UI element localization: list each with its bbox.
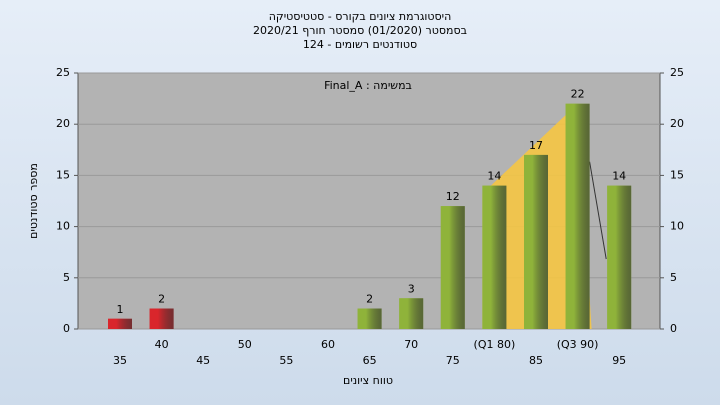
bar-shade xyxy=(399,298,424,329)
y2-tick-label: 25 xyxy=(670,66,684,79)
y-axis-label: מספר סטודנטים xyxy=(27,163,40,239)
y2-tick-label: 20 xyxy=(670,117,684,130)
x-tick-label: 85 xyxy=(529,354,543,367)
x-tick-label: 55 xyxy=(279,354,293,367)
whisker xyxy=(589,161,607,260)
value-label: 14 xyxy=(487,170,501,183)
x-tick-label: 60 xyxy=(321,338,335,351)
y2-tick-label: 5 xyxy=(670,271,677,284)
value-label: 2 xyxy=(158,293,165,306)
x-axis-label: טווח ציונים xyxy=(343,374,393,387)
annotation: במשימה : Final_A xyxy=(324,79,412,92)
y-tick-label: 25 xyxy=(56,66,70,79)
bar-shade xyxy=(149,308,174,329)
value-label: 22 xyxy=(571,88,585,101)
x-tick-label: (Q1 80) xyxy=(474,338,516,351)
chart-subtitle: סטודנטים רשומים - 124 xyxy=(303,38,417,51)
value-label: 2 xyxy=(366,293,373,306)
y-tick-label: 15 xyxy=(56,168,70,181)
chart-subtitle: בסמסטר (01/2020) סמסטר חורף 2020/21 xyxy=(253,24,467,37)
x-tick-label: (Q3 90) xyxy=(557,338,599,351)
x-tick-label: 35 xyxy=(113,354,127,367)
x-tick-label: 50 xyxy=(238,338,252,351)
x-tick-label: 40 xyxy=(155,338,169,351)
bar-shade xyxy=(607,185,632,329)
y-tick-label: 20 xyxy=(56,117,70,130)
bar-shade xyxy=(108,318,132,329)
value-label: 12 xyxy=(446,190,460,203)
y-tick-label: 0 xyxy=(63,322,70,335)
bar-shade xyxy=(357,308,382,329)
y2-tick-label: 10 xyxy=(670,220,684,233)
x-tick-label: 95 xyxy=(612,354,626,367)
bar-shade xyxy=(524,154,548,329)
bar-shade xyxy=(565,103,590,329)
value-label: 3 xyxy=(408,282,415,295)
value-label: 14 xyxy=(612,170,626,183)
x-tick-label: 70 xyxy=(404,338,418,351)
value-label: 1 xyxy=(117,303,124,316)
y-tick-label: 5 xyxy=(63,271,70,284)
x-tick-label: 45 xyxy=(196,354,210,367)
x-tick-label: 75 xyxy=(446,354,460,367)
y2-tick-label: 0 xyxy=(670,322,677,335)
y2-tick-label: 15 xyxy=(670,168,684,181)
y-tick-label: 10 xyxy=(56,220,70,233)
value-label: 17 xyxy=(529,139,543,152)
bar-shade xyxy=(440,206,465,329)
bar-shade xyxy=(482,185,507,329)
chart-title: היסטוגרמת ציונים בקורס - סטטיסטיקה xyxy=(269,10,452,23)
x-tick-label: 65 xyxy=(363,354,377,367)
